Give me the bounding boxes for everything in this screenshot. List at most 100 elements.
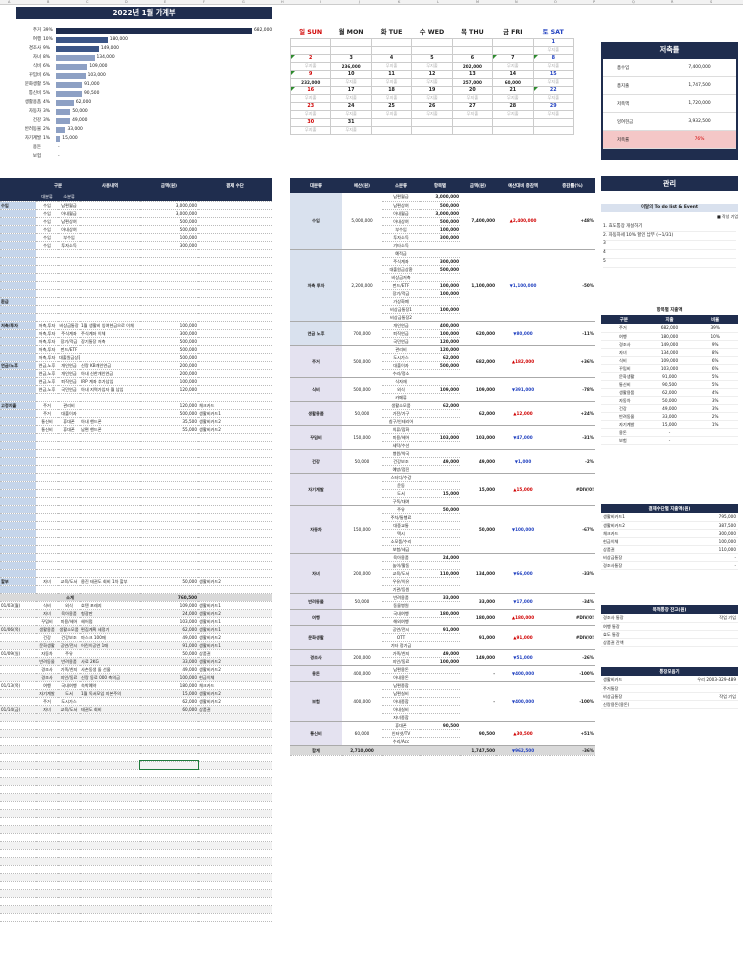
table-cell: 퇴직연금 bbox=[58, 377, 80, 386]
table-cell: 수입 bbox=[36, 233, 58, 242]
table-row: 신랑용돈(용돈) bbox=[601, 700, 738, 709]
table-row: 해외여행 bbox=[290, 617, 595, 626]
bar-value: 15,000 bbox=[62, 136, 78, 141]
table-cell bbox=[0, 377, 36, 386]
budget-cell: 500,000 bbox=[342, 345, 382, 378]
table-cell bbox=[80, 233, 140, 242]
column-letter: O bbox=[554, 0, 557, 4]
diff-cell: ▼80,000 bbox=[496, 321, 550, 346]
table-row: 수입 수입 남편월급 3,000,000 bbox=[0, 201, 272, 210]
table-cell bbox=[140, 713, 198, 722]
table-cell bbox=[0, 689, 36, 698]
table-cell bbox=[0, 897, 36, 906]
table-row: 저축 투자 2,200,000 예적금 1,100,000 ▼1,100,000 -50% bbox=[290, 249, 595, 322]
column-letter: N bbox=[515, 0, 518, 4]
table-cell bbox=[140, 721, 198, 730]
budget-cell: 2,200,000 bbox=[342, 249, 382, 322]
column-letter: R bbox=[671, 0, 674, 4]
table-cell bbox=[58, 913, 80, 922]
table-cell bbox=[58, 745, 80, 754]
table-cell: 1% bbox=[692, 420, 738, 429]
subheader bbox=[198, 193, 272, 202]
item-amount-cell: 110,000 bbox=[420, 569, 460, 578]
subcategory-cell: 아내실비 bbox=[382, 705, 420, 714]
calendar-amount: 무지출 bbox=[492, 109, 534, 119]
amount-cell: 682,000 bbox=[460, 345, 496, 378]
calendar-amount: 무지출 bbox=[370, 77, 413, 87]
table-cell: 장기/적금 bbox=[58, 337, 80, 346]
table-cell bbox=[198, 737, 272, 746]
subcategory-cell: 비상금저축 bbox=[382, 273, 420, 282]
calendar-amount bbox=[370, 45, 413, 55]
item-amount-cell: 500,000 bbox=[420, 217, 460, 226]
table-cell bbox=[198, 297, 272, 306]
table-row: 여행 180,000 10% bbox=[601, 332, 738, 341]
table-cell bbox=[80, 737, 140, 746]
table-row bbox=[0, 825, 272, 834]
todo-title: 이달의 To do list & Event bbox=[641, 205, 698, 210]
table-cell bbox=[0, 209, 36, 218]
bar-row: 용돈 - bbox=[16, 143, 272, 152]
table-cell bbox=[140, 289, 198, 298]
bar-value: 33,000 bbox=[67, 127, 83, 132]
table-cell bbox=[0, 265, 36, 274]
subcategory-cell: 대중교통 bbox=[382, 521, 420, 530]
table-cell bbox=[80, 281, 140, 290]
table-cell bbox=[140, 305, 198, 314]
subcategory-cell: 가상화폐 bbox=[382, 297, 420, 306]
subcategory-cell: 국민연금 bbox=[382, 337, 420, 346]
comment-marker bbox=[291, 86, 295, 91]
table-cell bbox=[198, 553, 272, 562]
calendar-date bbox=[370, 117, 413, 127]
table-cell bbox=[0, 305, 36, 314]
table-row bbox=[0, 777, 272, 786]
table-cell bbox=[80, 585, 140, 594]
table-row: 장기/적금 100,000 bbox=[290, 289, 595, 298]
category-cell: 반려동물 bbox=[290, 593, 342, 610]
subcategory-cell: 부수입 bbox=[382, 225, 420, 234]
table-cell: 부수입 bbox=[58, 233, 80, 242]
item-amount-cell bbox=[420, 673, 460, 682]
calendar-date bbox=[411, 117, 453, 127]
table-cell: 134,000 bbox=[646, 348, 693, 357]
table-cell: 상품권 bbox=[198, 705, 272, 714]
bar-label: 여행 bbox=[32, 37, 41, 42]
table-cell bbox=[140, 737, 198, 746]
table-cell: 주거 bbox=[601, 324, 647, 333]
table-cell: 자동차 bbox=[36, 649, 58, 658]
table-row: 저축,투자 펀드/ETF 500,000 bbox=[0, 345, 272, 354]
table-cell: 숙박예약 bbox=[80, 681, 140, 690]
table-cell: 지인/동료 bbox=[58, 673, 80, 682]
table-row: 수입 투자소득 300,000 bbox=[0, 241, 272, 250]
table-row bbox=[0, 505, 272, 514]
table-cell bbox=[0, 289, 36, 298]
table-cell bbox=[0, 889, 36, 898]
table-cell bbox=[0, 873, 36, 882]
table-row: 꾸밈비 150,000 의류/잡화 103,000 ▼47,000 -31% bbox=[290, 425, 595, 450]
table-cell: 3% bbox=[692, 404, 738, 413]
table-cell bbox=[36, 849, 58, 858]
todo-item: 3 bbox=[603, 241, 736, 250]
table-cell bbox=[80, 473, 140, 482]
table-row bbox=[0, 305, 272, 314]
subcategory-cell: 주유 bbox=[382, 505, 420, 514]
table-cell bbox=[36, 561, 58, 570]
table-cell bbox=[0, 233, 36, 242]
table-row bbox=[0, 465, 272, 474]
subcategory-cell: 투자소득 bbox=[382, 233, 420, 242]
table-cell: 91,000 bbox=[646, 372, 693, 381]
table-cell bbox=[36, 481, 58, 490]
table-cell bbox=[36, 513, 58, 522]
table-cell bbox=[0, 449, 36, 458]
calendar-amount: 무지출 bbox=[492, 61, 534, 71]
table-cell: 연금/노후 bbox=[0, 361, 36, 370]
table-row bbox=[0, 289, 272, 298]
table-title: 항목별 지출액 bbox=[601, 306, 738, 316]
table-cell: 교육/도서 bbox=[58, 705, 80, 714]
bar-value: 91,000 bbox=[84, 82, 100, 87]
table-row bbox=[0, 793, 272, 802]
table-cell: - bbox=[646, 428, 693, 437]
amount-cell: 1,100,000 bbox=[460, 249, 496, 322]
table-cell bbox=[80, 913, 140, 922]
table-cell bbox=[198, 761, 272, 770]
